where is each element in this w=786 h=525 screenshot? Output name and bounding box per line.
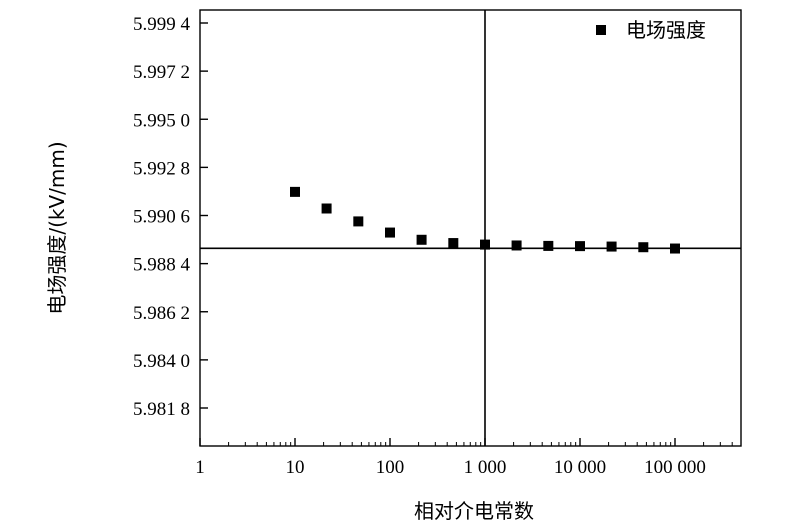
data-point	[575, 241, 585, 252]
y-tick-label: 5.988 4	[133, 255, 191, 276]
data-point	[511, 240, 522, 251]
y-tick-label: 5.992 8	[133, 158, 190, 179]
x-axis-title: 相对介电常数	[414, 499, 534, 523]
data-point	[670, 243, 680, 254]
data-point	[480, 239, 490, 250]
y-tick-label: 5.981 8	[133, 399, 190, 420]
x-tick-label: 100 000	[644, 457, 706, 478]
data-point	[385, 227, 395, 238]
data-point	[638, 242, 649, 253]
plot-frame	[199, 9, 742, 447]
y-tick-label: 5.986 2	[133, 303, 190, 324]
x-tick-label: 10 000	[554, 457, 606, 478]
y-tick-label: 5.984 0	[133, 351, 190, 372]
data-point	[290, 186, 300, 197]
x-tick-label: 10	[286, 457, 305, 478]
data-point	[321, 203, 332, 214]
y-tick-label: 5.990 6	[133, 207, 190, 228]
x-minor-ticks	[228, 442, 733, 446]
data-points	[290, 186, 680, 254]
data-point	[606, 241, 617, 252]
y-tick-label: 5.999 4	[133, 14, 191, 35]
x-tick-label: 100	[376, 457, 405, 478]
y-axis-ticks: 5.981 8 5.984 0 5.986 2 5.988 4 5.990 6 5.992…	[133, 14, 208, 420]
y-tick-label: 5.995 0	[133, 110, 190, 131]
data-point	[416, 234, 427, 245]
data-point	[448, 238, 459, 249]
x-axis-ticks: 1 10 100 1 000 10 000 100 000	[195, 438, 706, 478]
x-tick-label: 1 000	[464, 457, 507, 478]
reference-lines	[200, 10, 741, 446]
legend: 电场强度	[596, 18, 706, 42]
y-tick-label: 5.997 2	[133, 62, 190, 83]
x-tick-label: 1	[195, 457, 205, 478]
legend-marker	[596, 25, 606, 35]
data-point	[353, 216, 364, 227]
data-point	[543, 240, 554, 251]
legend-label: 电场强度	[626, 18, 706, 42]
y-axis-title: 电场强度/(kV/mm)	[45, 141, 69, 314]
